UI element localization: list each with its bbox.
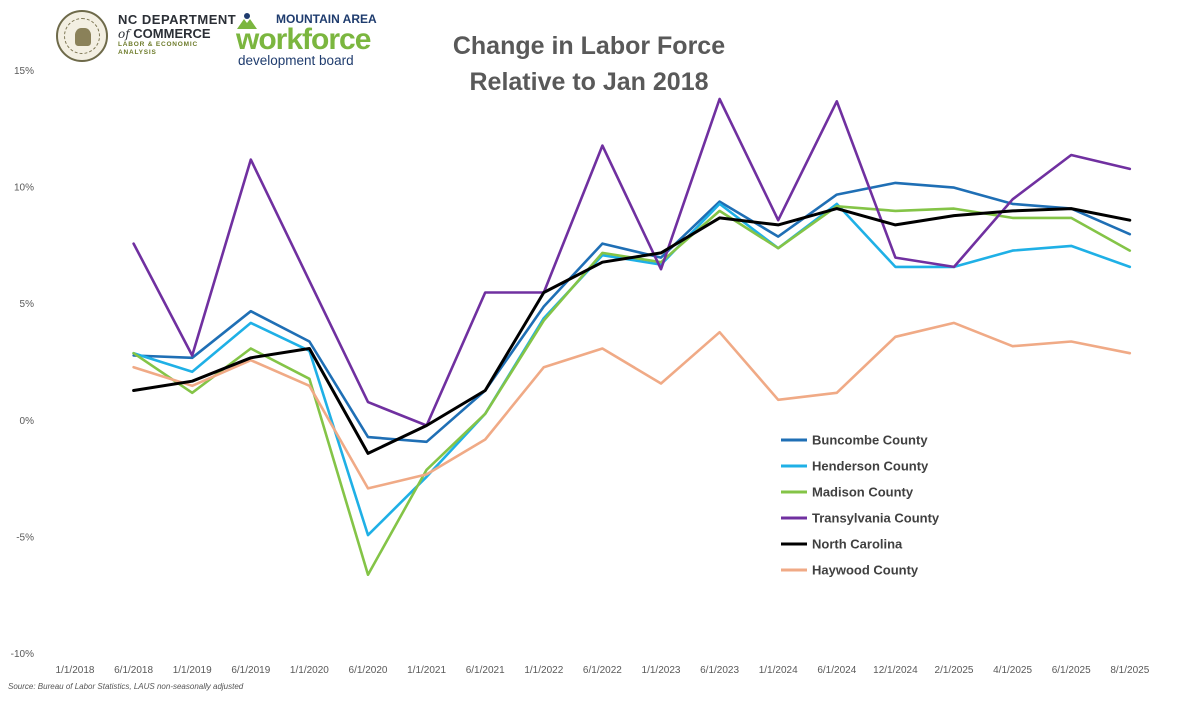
chart-title-line-2: Relative to Jan 2018: [469, 68, 708, 96]
legend-label: Madison County: [812, 485, 914, 500]
logo-mawdb-line1: MOUNTAIN AREA: [276, 12, 377, 26]
logo-nc-line1: NC DEPARTMENT: [118, 12, 237, 27]
series-line-haywood-county: [132, 321, 1132, 490]
x-tick-label: 6/1/2025: [1052, 665, 1091, 676]
x-tick-label: 4/1/2025: [993, 665, 1032, 676]
x-tick-label: 1/1/2022: [524, 665, 563, 676]
y-tick-label: 5%: [20, 299, 35, 310]
x-tick-label: 8/1/2025: [1110, 665, 1149, 676]
y-tick-label: 10%: [14, 183, 34, 194]
y-tick-label: 0%: [20, 416, 35, 427]
source-note: Source: Bureau of Labor Statistics, LAUS…: [8, 682, 244, 691]
mountain-icon: [237, 13, 257, 29]
legend-label: Henderson County: [812, 459, 929, 474]
logo-nc-line2-main: COMMERCE: [133, 26, 211, 41]
logo-mawdb-line3: development board: [238, 53, 354, 68]
logo-nc-line3: LABOR & ECONOMIC ANALYSIS: [118, 41, 198, 56]
x-tick-label: 12/1/2024: [873, 665, 918, 676]
x-tick-label: 6/1/2018: [114, 665, 153, 676]
legend-label: Transylvania County: [812, 511, 940, 526]
logo-mawdb-line2: workforce: [236, 23, 371, 56]
x-tick-label: 6/1/2023: [700, 665, 739, 676]
legend-label: North Carolina: [812, 537, 903, 552]
x-tick-label: 1/1/2018: [56, 665, 95, 676]
series-line-buncombe-county: [132, 181, 1132, 444]
legend-label: Haywood County: [812, 563, 919, 578]
nc-commerce-logo: NC DEPARTMENT of COMMERCE LABOR & ECONOM…: [56, 10, 236, 62]
series-line-henderson-county: [132, 202, 1132, 537]
x-tick-label: 1/1/2019: [173, 665, 212, 676]
x-tick-label: 1/1/2024: [759, 665, 798, 676]
series-line-transylvania-county: [132, 97, 1132, 427]
y-tick-label: 15%: [14, 66, 34, 77]
logo-nc-line2-italic: of: [118, 27, 130, 41]
x-tick-label: 1/1/2020: [290, 665, 329, 676]
legend-label: Buncombe County: [812, 433, 928, 448]
logo-nc-line2: of COMMERCE: [118, 26, 211, 41]
x-tick-label: 2/1/2025: [935, 665, 974, 676]
x-tick-label: 6/1/2019: [231, 665, 270, 676]
mawdb-logo: MOUNTAIN AREA workforce development boar…: [236, 10, 386, 68]
x-tick-label: 1/1/2021: [407, 665, 446, 676]
x-tick-label: 6/1/2024: [817, 665, 856, 676]
x-tick-label: 6/1/2022: [583, 665, 622, 676]
series-line-madison-county: [132, 205, 1132, 576]
x-tick-label: 6/1/2021: [466, 665, 505, 676]
nc-seal-icon: [56, 10, 108, 62]
x-tick-label: 1/1/2023: [642, 665, 681, 676]
y-tick-label: -5%: [16, 532, 34, 543]
series-line-north-carolina: [132, 207, 1132, 455]
x-tick-label: 6/1/2020: [349, 665, 388, 676]
y-tick-label: -10%: [11, 649, 34, 660]
chart-title-line-1: Change in Labor Force: [453, 32, 725, 60]
